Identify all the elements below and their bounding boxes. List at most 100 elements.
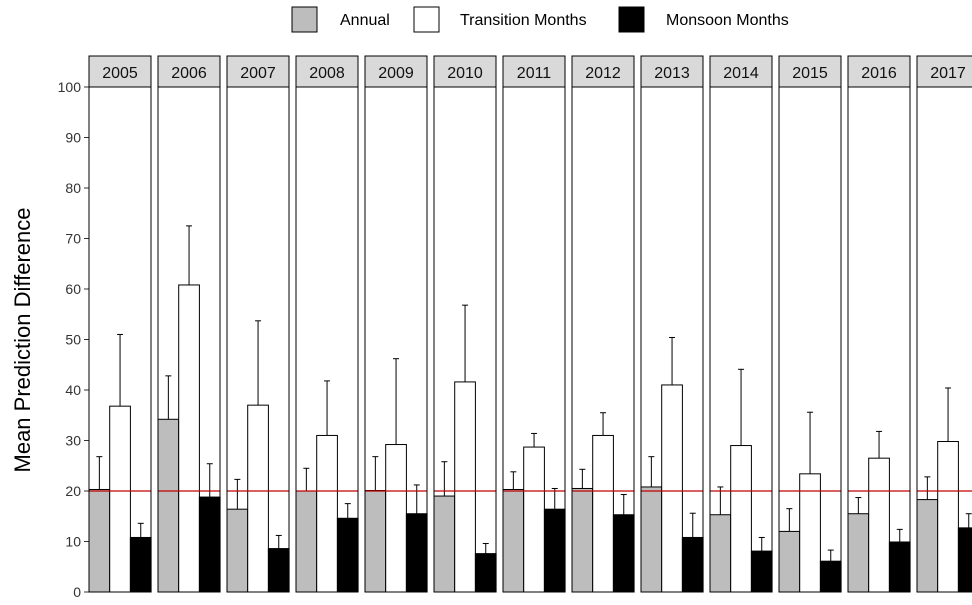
panel-2011: 2011 — [502, 55, 566, 593]
bar-1 — [916, 499, 939, 593]
bar-1 — [364, 489, 387, 593]
bar-3 — [612, 514, 635, 593]
facet-strip — [502, 55, 566, 88]
bar-2 — [661, 384, 683, 593]
y-tick-label: 80 — [65, 180, 81, 196]
bar-3 — [681, 536, 704, 593]
facet-label: 2012 — [585, 65, 621, 82]
bar-3 — [336, 517, 359, 593]
bar-1 — [847, 513, 870, 593]
panel-border — [571, 86, 635, 593]
bar-1 — [157, 418, 180, 593]
y-axis-title: Mean Prediction Difference — [10, 208, 35, 473]
bar-3 — [957, 527, 972, 593]
bar-1 — [709, 514, 732, 593]
y-tick-label: 90 — [65, 130, 81, 146]
facet-strip — [916, 55, 972, 88]
panel-2008: 2008 — [295, 55, 359, 593]
facet-label: 2013 — [654, 65, 690, 82]
bar-2 — [316, 434, 338, 593]
panel-border — [502, 86, 566, 593]
facet-label: 2010 — [447, 65, 483, 82]
panel-border — [364, 86, 428, 593]
facet-label: 2015 — [792, 65, 828, 82]
bar-2 — [868, 457, 890, 593]
legend-key-2 — [413, 6, 440, 33]
panel-2007: 2007 — [226, 55, 290, 593]
panel-2006: 2006 — [157, 55, 221, 593]
bar-3 — [819, 560, 842, 593]
panel-2013: 2013 — [640, 55, 704, 593]
panel-border — [847, 86, 911, 593]
panel-border — [226, 86, 290, 593]
facet-label: 2009 — [378, 65, 414, 82]
bar-2 — [592, 434, 614, 593]
panel-2005: 2005 — [88, 55, 152, 593]
y-tick-label: 100 — [58, 79, 82, 95]
bar-3 — [543, 508, 566, 593]
panel-border — [778, 86, 842, 593]
bar-1 — [502, 488, 525, 593]
bar-1 — [88, 488, 111, 593]
panels: 2005 2006 2007 2008 2009 2010 2011 2012 2013 2014… — [88, 55, 972, 593]
y-tick-label: 30 — [65, 433, 81, 449]
bar-1 — [295, 490, 318, 593]
panel-2009: 2009 — [364, 55, 428, 593]
panel-2015: 2015 — [778, 55, 842, 593]
bar-3 — [750, 550, 773, 593]
bar-2 — [178, 284, 200, 593]
bar-3 — [198, 496, 221, 593]
panel-2014: 2014 — [709, 55, 773, 593]
facet-strip — [295, 55, 359, 88]
bar-3 — [405, 513, 428, 593]
panel-border — [295, 86, 359, 593]
bar-1 — [433, 495, 456, 593]
y-tick-label: 50 — [65, 332, 81, 348]
bar-2 — [523, 446, 545, 593]
bar-3 — [888, 541, 911, 593]
panel-border — [157, 86, 221, 593]
y-tick-label: 60 — [65, 281, 81, 297]
panel-border — [640, 86, 704, 593]
legend-key-3 — [618, 6, 645, 33]
legend-key-1 — [291, 6, 318, 33]
panel-border — [88, 86, 152, 593]
bar-2 — [454, 381, 476, 593]
panel-border — [433, 86, 497, 593]
bar-3 — [129, 536, 152, 593]
facet-strip — [571, 55, 635, 88]
y-tick-label: 20 — [65, 483, 81, 499]
panel-border — [709, 86, 773, 593]
bar-1 — [571, 487, 594, 593]
bar-3 — [474, 553, 497, 593]
legend-label-3: Monsoon Months — [666, 12, 789, 29]
panel-2010: 2010 — [433, 55, 497, 593]
y-tick-label: 10 — [65, 534, 81, 550]
legend-label-2: Transition Months — [460, 12, 587, 29]
bar-1 — [778, 530, 801, 593]
facet-strip — [433, 55, 497, 88]
bar-2 — [247, 404, 269, 593]
facet-label: 2007 — [240, 65, 276, 82]
bar-3 — [267, 548, 290, 593]
y-tick-label: 40 — [65, 382, 81, 398]
facet-label: 2016 — [861, 65, 897, 82]
facet-strip — [157, 55, 221, 88]
facet-label: 2008 — [309, 65, 345, 82]
facet-strip — [847, 55, 911, 88]
panel-2012: 2012 — [571, 55, 635, 593]
facet-label: 2006 — [171, 65, 207, 82]
facet-label: 2005 — [102, 65, 138, 82]
bar-2 — [385, 444, 407, 593]
facet-strip — [88, 55, 152, 88]
bar-2 — [937, 441, 959, 593]
bar-1 — [226, 508, 249, 593]
facet-strip — [364, 55, 428, 88]
legend: Annual Transition Months Monsoon Months — [291, 6, 789, 33]
panel-2016: 2016 — [847, 55, 911, 593]
y-tick-label: 70 — [65, 231, 81, 247]
panel-2017: 2017 — [916, 55, 972, 593]
facet-label: 2011 — [517, 65, 552, 82]
bar-2 — [730, 445, 752, 593]
